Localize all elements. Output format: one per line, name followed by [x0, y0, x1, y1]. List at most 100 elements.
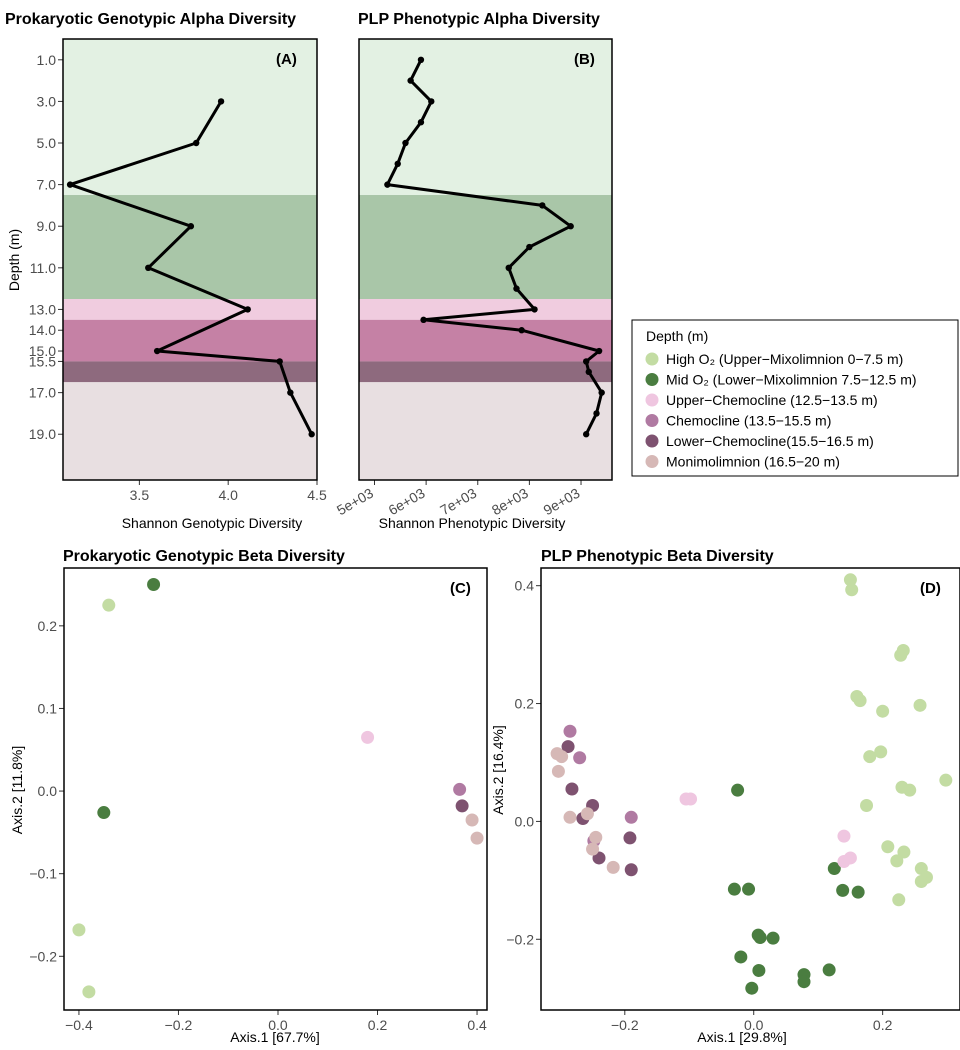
- panel-d-point-mid-o2: [742, 882, 756, 896]
- panel-a-ytick-label: 13.0: [29, 301, 56, 317]
- panel-d-point-monimolimnion: [563, 810, 577, 824]
- panel-d-xtick-label: 0.2: [873, 1017, 893, 1033]
- panel-d-point-mid-o2: [752, 964, 766, 978]
- panel-b: PLP Phenotypic Alpha Diversity 5e+03 6e+0…: [334, 11, 613, 531]
- panel-c-point-high-o2: [72, 923, 86, 937]
- panel-b-data-point: [567, 223, 574, 230]
- panel-b-data-point: [505, 264, 512, 272]
- panel-c-ytick-label: −0.1: [29, 866, 57, 882]
- panel-d-point-mid-o2: [734, 950, 748, 964]
- panel-d-ytick-label: −0.2: [506, 931, 534, 947]
- panel-b-data-point: [407, 77, 414, 84]
- panel-b-data-point: [417, 56, 425, 64]
- panel-a-xtick-label: 3.5: [130, 487, 150, 503]
- panel-b-title: PLP Phenotypic Alpha Diversity: [358, 11, 600, 28]
- panel-a: Prokaryotic Genotypic Alpha Diversity 3.…: [5, 11, 327, 531]
- panel-a-data-point: [153, 347, 161, 355]
- legend-label: High O₂ (Upper−Mixolimnion 0−7.5 m): [666, 351, 903, 367]
- legend-label: Monimolimnion (16.5−20 m): [666, 454, 840, 470]
- panel-d-point-high-o2: [903, 783, 917, 797]
- panel-a-series-line: [68, 100, 314, 435]
- panel-a-data-point: [193, 139, 200, 147]
- panel-a-data-point: [287, 389, 294, 396]
- panel-a-ytick-label: 19.0: [29, 426, 56, 442]
- panel-d-point-monimolimnion: [606, 860, 620, 874]
- panel-d: PLP Phenotypic Beta Diversity −0.2 0.0 0.2…: [490, 548, 960, 1045]
- panel-d-marks: [550, 573, 953, 995]
- panel-b-data-point: [394, 160, 401, 168]
- legend: Depth (m) High O₂ (Upper−Mixolimnion 0−7…: [631, 319, 959, 477]
- panel-d-point-lower-chemocline: [623, 831, 637, 845]
- panel-b-data-point: [526, 243, 533, 251]
- panel-b-data-point: [428, 98, 435, 105]
- panel-b-data-point: [593, 410, 600, 417]
- panel-d-point-monimolimnion: [586, 842, 600, 856]
- panel-a-ytick-label: 3.0: [37, 93, 57, 109]
- panel-b-data-point: [518, 327, 525, 334]
- panel-a-band-4: [63, 361, 317, 383]
- panel-c-ytick-label: 0.0: [38, 783, 58, 799]
- panel-a-ytick-label: 17.0: [29, 385, 56, 401]
- panel-d-point-high-o2: [914, 875, 928, 889]
- panel-c-point-high-o2: [82, 985, 96, 999]
- panel-c-xtick-label: −0.4: [65, 1017, 93, 1033]
- panel-d-point-high-o2: [874, 745, 888, 759]
- panel-b-band-2: [359, 299, 612, 320]
- panel-a-ytick-label: 7.0: [37, 177, 57, 193]
- panel-c-ytick-label: 0.1: [38, 700, 58, 716]
- legend-key-chemocline: [645, 414, 659, 427]
- legend-key-lower-chemocline: [645, 434, 659, 448]
- panel-c-xtick-label: −0.2: [165, 1017, 193, 1033]
- panel-d-title: PLP Phenotypic Beta Diversity: [541, 548, 774, 565]
- panel-a-data-point: [308, 431, 315, 438]
- panel-c-tag: (C): [450, 580, 471, 597]
- panel-c-point-high-o2: [102, 598, 116, 612]
- panel-d-point-upper-chemocline: [684, 792, 698, 806]
- panel-a-ytick-label: 14.0: [29, 322, 56, 338]
- panel-d-point-monimolimnion: [555, 750, 569, 764]
- panel-d-point-high-o2: [843, 573, 857, 587]
- panel-b-marks: [384, 56, 605, 438]
- panel-c-frame: [63, 567, 488, 1011]
- panel-d-point-high-o2: [876, 704, 890, 718]
- panel-d-point-mid-o2: [836, 883, 850, 897]
- panel-b-tag: (B): [574, 51, 595, 68]
- panel-a-ytick-label: 5.0: [37, 135, 57, 151]
- panel-a-band-2: [63, 299, 317, 320]
- panel-d-ytick-label: 0.2: [515, 696, 535, 712]
- panel-c-point-mid-o2: [147, 578, 161, 592]
- panel-c-axes: −0.4 −0.2 0.0 0.2 0.4 0.2 0.1 0.0 −0.1 −0.2: [29, 618, 487, 1033]
- panel-d-point-high-o2: [939, 773, 953, 787]
- panel-d-point-chemocline: [624, 810, 638, 824]
- panel-a-tag: (A): [276, 51, 297, 68]
- panel-c-point-lower-chemocline: [455, 799, 469, 813]
- panel-c-ytick-label: −0.2: [29, 948, 57, 964]
- panel-b-data-point: [384, 181, 391, 188]
- panel-a-data-point: [66, 181, 74, 188]
- panel-b-data-point: [531, 306, 538, 313]
- panel-d-xtick-label: −0.2: [611, 1017, 639, 1033]
- panel-c-xlabel: Axis.1 [67.7%]: [230, 1029, 320, 1045]
- panel-a-xtick-label: 4.0: [218, 487, 238, 503]
- panel-b-data-point: [582, 358, 590, 365]
- panel-a-data-point: [145, 264, 152, 272]
- panel-b-frame: [358, 38, 613, 481]
- panel-d-point-monimolimnion: [589, 830, 603, 844]
- panel-d-point-upper-chemocline: [837, 854, 851, 868]
- panel-a-ytick-label: 15.0: [29, 343, 56, 359]
- panel-c-point-chemocline: [453, 782, 467, 796]
- panel-b-data-point: [582, 431, 590, 438]
- panel-d-point-high-o2: [892, 893, 906, 907]
- panel-a-data-point: [187, 223, 195, 230]
- panel-d-point-mid-o2: [766, 931, 780, 945]
- panel-b-axes: 5e+03 6e+03 7e+03 8e+03 9e+03: [334, 480, 583, 518]
- panel-a-ytick-label: 1.0: [37, 52, 57, 68]
- panel-d-point-chemocline: [573, 751, 587, 765]
- panel-a-axes: 3.5 4.0 4.5 1.0 3.0 5.0 7.0 9.0 11.0 13.0 14.0 15.0…: [29, 52, 327, 503]
- panel-d-point-high-o2: [863, 750, 877, 764]
- panel-d-ylabel: Axis.2 [16.4%]: [490, 725, 506, 815]
- panel-b-xtick-label: 9e+03: [540, 485, 582, 519]
- legend-label: Chemocline (13.5−15.5 m): [666, 413, 831, 429]
- panel-c-point-mid-o2: [97, 806, 111, 820]
